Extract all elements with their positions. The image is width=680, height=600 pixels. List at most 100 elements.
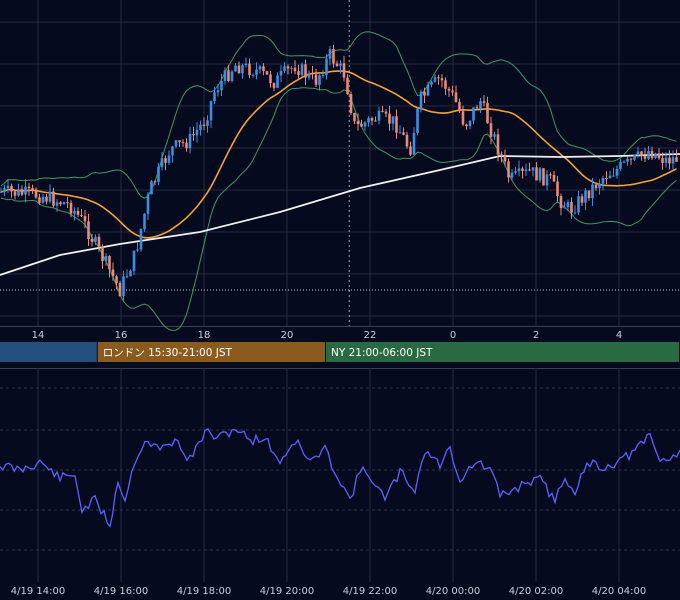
candle-body [69, 202, 73, 214]
candle-body [475, 107, 479, 109]
candle [321, 70, 325, 78]
candle-body [549, 174, 552, 176]
candle-body [59, 202, 62, 205]
candle [111, 262, 115, 281]
oscillator-x-tick-label: 4/19 16:00 [94, 586, 148, 597]
candle [608, 170, 612, 179]
candle [633, 154, 636, 161]
candle [55, 199, 59, 212]
candle [671, 150, 675, 170]
candle [629, 157, 633, 166]
candle-body [220, 80, 223, 91]
candle [545, 169, 549, 191]
candle [356, 113, 360, 131]
candle-body [626, 158, 629, 162]
candle-body [0, 191, 3, 193]
candle-body [328, 48, 332, 59]
candle-body [384, 111, 388, 114]
candle [510, 169, 514, 181]
candle [370, 116, 374, 126]
candle [528, 162, 531, 172]
candle-body [27, 186, 31, 189]
candle-body [489, 123, 493, 137]
candle [538, 166, 542, 183]
candle-body [524, 169, 528, 171]
candle-body [664, 157, 668, 163]
candle-body [342, 63, 346, 78]
candle [409, 141, 412, 156]
candle-body [143, 213, 146, 229]
candle [276, 72, 279, 89]
candle [461, 105, 465, 127]
candle [521, 166, 524, 179]
candle-body [559, 196, 563, 209]
candle [594, 182, 598, 191]
candle [97, 233, 101, 252]
candle-body [580, 196, 584, 203]
candle [584, 188, 587, 211]
candle-body [405, 134, 409, 147]
candle-body [349, 94, 353, 114]
candle-body [465, 124, 468, 127]
candle [531, 167, 535, 177]
candle [430, 80, 433, 88]
candle-body [164, 158, 167, 163]
candle-body [461, 111, 465, 125]
candle-body [101, 246, 104, 262]
candle-body [629, 158, 633, 160]
candle [48, 184, 52, 204]
candle [398, 125, 402, 134]
candle [118, 280, 122, 297]
candle-body [160, 158, 164, 167]
candle [265, 70, 269, 75]
candle-body [671, 157, 675, 164]
candle [300, 62, 304, 77]
candle-body [202, 124, 206, 126]
candle-body [167, 155, 171, 163]
candle [139, 228, 143, 252]
candle-body [454, 92, 458, 102]
candle-body [76, 210, 80, 215]
candle [24, 179, 27, 203]
candle [272, 82, 276, 92]
candle [76, 207, 80, 217]
candle-body [66, 202, 69, 204]
candle [423, 87, 426, 104]
candle [132, 250, 136, 276]
candle [104, 253, 108, 266]
candle [489, 116, 493, 145]
candle [209, 100, 213, 129]
candle [41, 194, 45, 204]
candle-body [440, 78, 444, 81]
candle [83, 209, 87, 229]
candle [346, 74, 349, 95]
candle-body [52, 191, 55, 206]
candle-body [584, 190, 587, 203]
candle-body [104, 255, 108, 262]
candle-body [307, 73, 311, 78]
candle [213, 87, 216, 105]
candle-body [286, 66, 290, 69]
candle-body [468, 120, 472, 127]
candle-body [97, 236, 101, 247]
candle-body [661, 158, 664, 163]
candle [514, 167, 517, 175]
candle [496, 128, 500, 162]
candle [363, 121, 367, 131]
price-x-tick-label: 2 [533, 330, 539, 341]
candle [244, 57, 248, 68]
session-bar [0, 342, 97, 362]
candle-body [535, 167, 538, 181]
candle-body [297, 71, 300, 76]
candle-body [570, 202, 573, 213]
candle-body [654, 153, 657, 158]
candle-body [150, 181, 153, 195]
candle [90, 233, 94, 247]
candle-body [213, 92, 216, 102]
candle [619, 159, 622, 171]
candle-body [563, 207, 566, 209]
candle-body [192, 133, 195, 136]
candle [342, 55, 346, 82]
candle-body [577, 196, 580, 213]
